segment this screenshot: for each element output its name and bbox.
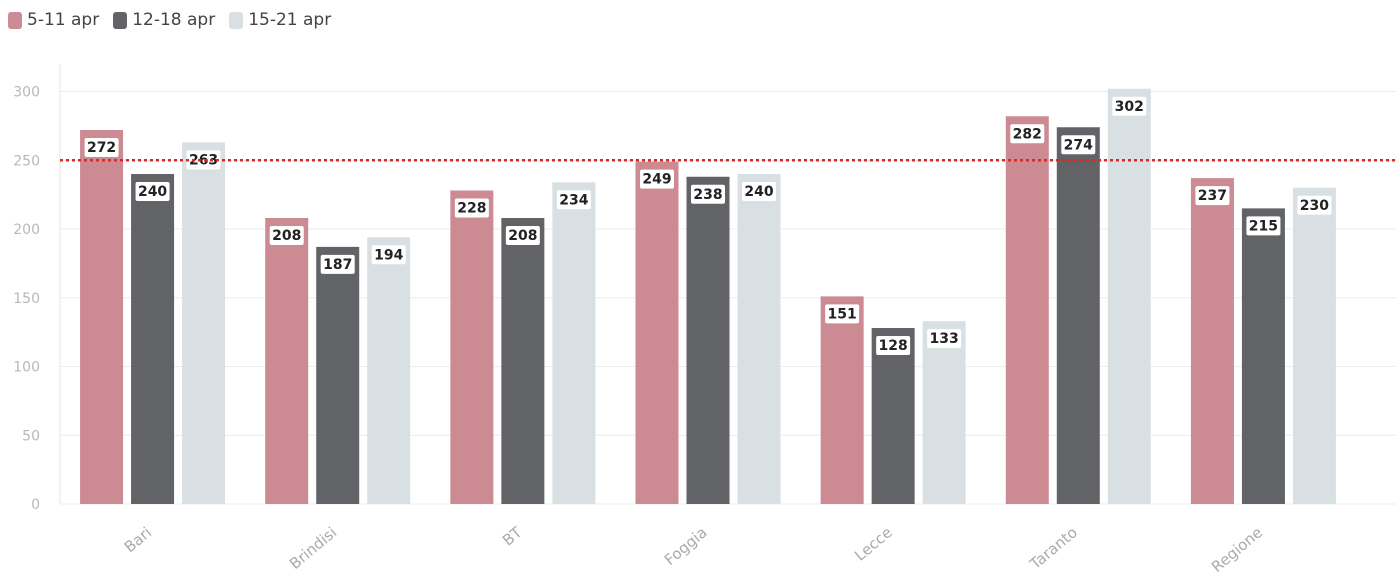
bar [501, 218, 545, 504]
value-label-bg [825, 304, 860, 324]
value-label: 272 [87, 140, 116, 156]
y-tick-label: 200 [13, 222, 40, 238]
value-label: 234 [559, 192, 588, 208]
value-label: 128 [879, 338, 908, 354]
value-label: 133 [930, 331, 959, 347]
bar [316, 246, 360, 504]
value-label-bg [1195, 186, 1230, 206]
value-label-bg [135, 182, 170, 201]
legend-label: 12-18 apr [132, 10, 216, 30]
value-label: 228 [457, 201, 486, 217]
bar [871, 328, 915, 504]
value-label-bg [1112, 96, 1147, 116]
bar [1241, 208, 1285, 504]
bar [1190, 178, 1234, 504]
value-label-bg [1010, 124, 1045, 144]
value-label-bg [691, 184, 725, 204]
legend: 5-11 apr 12-18 apr 15-21 apr [8, 10, 331, 30]
value-label: 263 [189, 152, 218, 168]
value-label: 240 [138, 184, 167, 200]
category-label: Regione [1208, 523, 1266, 576]
y-tick-label: 150 [13, 291, 40, 307]
y-tick-label: 0 [31, 497, 40, 513]
y-tick-label: 100 [13, 360, 40, 376]
value-label: 282 [1013, 126, 1042, 142]
bar [922, 321, 966, 504]
value-label-bg [1246, 216, 1281, 236]
bar [820, 296, 864, 504]
value-label: 208 [508, 228, 537, 244]
value-label-bg [371, 245, 406, 265]
category-label: Bari [121, 523, 155, 556]
bar [552, 182, 596, 504]
bar [737, 174, 781, 504]
value-label-bg [269, 226, 304, 245]
bar [1056, 127, 1100, 504]
bar [1005, 116, 1049, 504]
category-label: Taranto [1026, 523, 1081, 573]
value-label: 249 [642, 172, 671, 188]
value-label-bg [84, 138, 119, 157]
value-label: 151 [828, 306, 857, 322]
bar [182, 142, 226, 504]
value-label: 237 [1198, 188, 1227, 204]
value-label: 274 [1064, 137, 1093, 153]
category-label: Brindisi [286, 523, 340, 573]
bar [131, 174, 175, 504]
value-label-bg [742, 182, 776, 201]
y-tick-label: 300 [13, 85, 40, 101]
bar [80, 130, 124, 504]
bar [1292, 187, 1336, 504]
value-label: 238 [693, 187, 722, 203]
value-label: 208 [272, 228, 301, 244]
value-label-bg [1297, 195, 1332, 215]
bar [635, 161, 679, 504]
bar [367, 237, 411, 504]
bar [1107, 88, 1151, 504]
value-label: 302 [1115, 99, 1144, 115]
value-label: 187 [323, 257, 352, 273]
legend-swatch [8, 11, 22, 29]
value-label-bg [505, 226, 540, 245]
legend-item[interactable]: 5-11 apr [8, 10, 99, 30]
value-label-bg [876, 336, 911, 355]
value-label-bg [927, 329, 962, 349]
legend-item[interactable]: 15-21 apr [229, 10, 331, 30]
legend-item[interactable]: 12-18 apr [113, 10, 215, 30]
y-tick-label: 50 [22, 428, 40, 444]
value-label-bg [640, 169, 674, 189]
value-label-bg [1061, 135, 1096, 155]
legend-swatch [113, 11, 128, 29]
category-label: Foggia [661, 523, 711, 569]
value-label-bg [186, 150, 221, 170]
bar [450, 190, 494, 504]
value-label: 215 [1249, 218, 1278, 234]
value-label: 240 [744, 184, 773, 200]
value-label-bg [320, 254, 355, 274]
bar [265, 218, 309, 504]
legend-label: 15-21 apr [248, 10, 332, 30]
legend-swatch [229, 11, 244, 29]
y-tick-label: 250 [13, 153, 40, 169]
value-label: 194 [374, 247, 403, 263]
value-label-bg [556, 190, 591, 210]
legend-label: 5-11 apr [27, 10, 100, 30]
category-label: Lecce [851, 523, 896, 564]
value-label: 230 [1300, 198, 1329, 214]
category-label: BT [499, 523, 526, 550]
value-label-bg [454, 198, 489, 218]
bar [686, 176, 730, 504]
